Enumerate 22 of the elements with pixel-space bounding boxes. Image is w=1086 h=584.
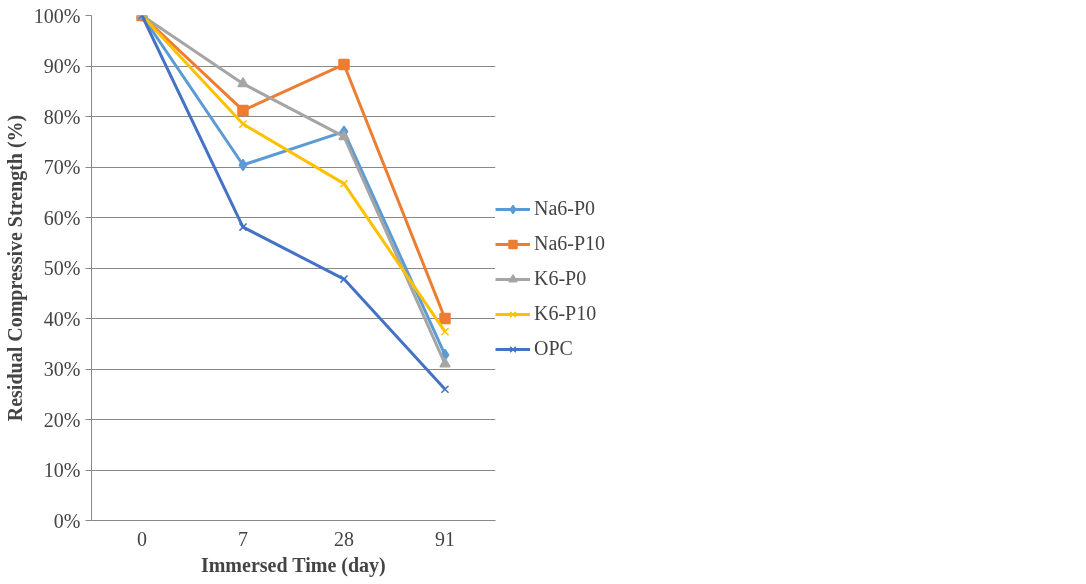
y-tick-label: 70% [43,156,81,178]
x-tick-label: 91 [435,527,455,550]
x-tick-label: 7 [238,527,248,550]
legend-label: OPC [534,337,573,360]
legend-label: Na6-P0 [534,197,596,220]
y-tick-label: 0% [53,509,81,532]
y-tick-label: 90% [43,55,81,77]
y-tick-label: 10% [43,459,81,481]
y-tick-label: 100% [33,4,81,27]
y-tick-label: 30% [43,358,81,380]
y-tick-label: 40% [43,307,81,330]
legend-label: K6-P10 [534,302,597,325]
y-tick-label: 50% [43,257,81,279]
x-tick-label: 28 [334,527,354,550]
y-tick-label: 60% [43,206,81,229]
y-tick-label: 20% [43,408,81,431]
x-tick-label: 0 [137,527,147,550]
legend-label: Na6-P10 [534,232,606,255]
x-axis-title: Immersed Time (day) [200,553,386,577]
legend-label: K6-P0 [534,267,587,290]
y-axis-title: Residual Compressive Strength (%) [3,114,27,422]
y-tick-label: 80% [43,105,81,128]
